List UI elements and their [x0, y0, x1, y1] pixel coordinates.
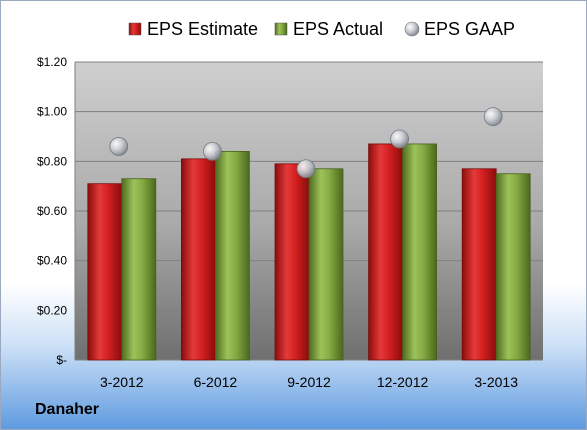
point-eps-gaap — [109, 137, 129, 156]
y-tick-label: $0.20 — [37, 303, 67, 317]
bars — [87, 143, 531, 361]
point-eps-gaap — [202, 141, 222, 161]
point-eps-gaap — [483, 107, 503, 127]
bar-eps-actual — [308, 168, 344, 361]
legend: EPS Estimate EPS Actual EPS GAAP — [128, 19, 515, 39]
legend-label: EPS Estimate — [147, 19, 258, 39]
legend-label: EPS Actual — [293, 19, 383, 39]
legend-label: EPS GAAP — [424, 19, 515, 39]
legend-marker-actual — [274, 22, 288, 36]
y-tick-label: $- — [56, 353, 67, 367]
y-tick-label: $0.80 — [37, 154, 67, 168]
legend-marker-gaap — [404, 21, 420, 37]
x-tick-label: 12-2012 — [377, 374, 429, 390]
x-tick-label: 6-2012 — [194, 374, 238, 390]
company-name: Danaher — [35, 401, 100, 418]
point-eps-gaap — [390, 129, 410, 149]
y-tick-label: $1.00 — [37, 105, 67, 119]
point-eps-gaap — [296, 159, 316, 179]
bar-eps-actual — [495, 173, 531, 361]
bar-eps-actual — [214, 150, 250, 361]
x-tick-label: 3-2013 — [474, 374, 518, 390]
bar-eps-estimate — [274, 163, 310, 361]
bar-eps-estimate — [368, 143, 404, 361]
y-tick-label: $0.60 — [37, 204, 67, 218]
bar-eps-estimate — [461, 168, 497, 361]
legend-marker-estimate — [128, 22, 142, 36]
x-tick-label: 3-2012 — [100, 374, 144, 390]
y-tick-label: $0.40 — [37, 254, 67, 268]
gaap-points — [109, 107, 503, 179]
x-axis: 3-2012 6-2012 9-2012 12-2012 3-2013 — [100, 374, 518, 390]
y-tick-label: $1.20 — [37, 55, 67, 69]
bar-eps-actual — [402, 143, 438, 361]
y-axis: $- $0.20 $0.40 $0.60 $0.80 $1.00 $1.20 — [37, 55, 76, 367]
bar-eps-actual — [121, 178, 157, 361]
x-tick-label: 9-2012 — [287, 374, 331, 390]
bar-eps-estimate — [180, 158, 216, 361]
bar-eps-estimate — [87, 183, 123, 361]
